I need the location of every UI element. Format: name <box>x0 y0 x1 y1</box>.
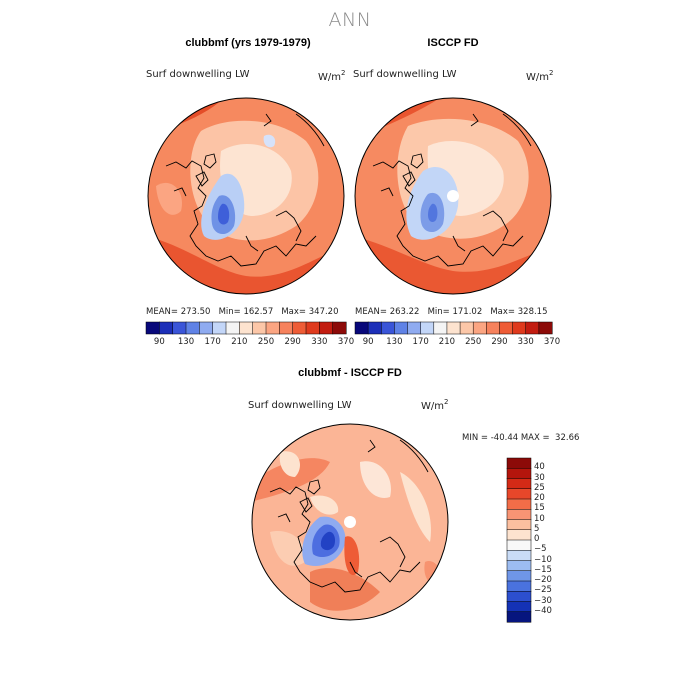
difference-colorbar-swatch <box>506 539 532 551</box>
panel2-colorbar-swatch <box>472 321 487 335</box>
panel2-colorbar-swatch <box>446 321 461 335</box>
difference-colorbar-swatch <box>506 611 532 623</box>
panel1-colorbar-swatch <box>185 321 200 335</box>
difference-polar-map <box>251 423 449 621</box>
difference-colorbar-swatch <box>506 519 532 531</box>
panel1-units: W/m2 <box>318 69 346 83</box>
panel1-colorbar-swatch <box>212 321 227 335</box>
difference-colorbar-swatch <box>506 550 532 562</box>
main-title: ANN <box>328 9 372 31</box>
panel1-title: clubbmf (yrs 1979-1979) <box>185 37 311 49</box>
panel2-units: W/m2 <box>526 69 554 83</box>
difference-colorbar-tick-label: 20 <box>534 493 545 503</box>
panel2-colorbar-swatch <box>407 321 422 335</box>
panel2-colorbar-tick-label: 170 <box>412 337 429 347</box>
panel2-colorbar <box>354 321 553 335</box>
panel2-colorbar-tick-label: 250 <box>465 337 482 347</box>
difference-colorbar-tick-label: 15 <box>534 503 545 514</box>
difference-colorbar-swatch <box>506 570 532 582</box>
difference-colorbar-swatch <box>506 468 532 480</box>
panel1-colorbar-swatch <box>199 321 214 335</box>
panel1-colorbar-swatch <box>159 321 174 335</box>
difference-colorbar-swatch <box>506 509 532 521</box>
panel2-colorbar-tick-label: 130 <box>386 337 403 347</box>
panel2-colorbar-swatch <box>512 321 527 335</box>
difference-colorbar-swatch <box>506 457 532 469</box>
panel2-colorbar-labels: 90 130 170 210 250 290 330 370 <box>355 337 560 349</box>
panel1-colorbar-labels: 90 130 170 210 250 290 330 370 <box>146 337 354 349</box>
panel1-colorbar-swatch <box>239 321 254 335</box>
panel1-colorbar-tick-label: 330 <box>311 337 328 347</box>
panel2-colorbar-swatch <box>486 321 501 335</box>
difference-title: clubbmf - ISCCP FD <box>298 367 402 379</box>
difference-colorbar-tick-label: 30 <box>534 472 545 483</box>
difference-colorbar-tick-label: −40 <box>534 605 552 616</box>
panel1-colorbar-swatch <box>252 321 267 335</box>
difference-units: W/m2 <box>421 398 449 412</box>
panel1-colorbar-swatch <box>292 321 307 335</box>
difference-colorbar-tick-label: 10 <box>534 513 545 524</box>
panel1-colorbar-swatch <box>145 321 160 335</box>
panel1-colorbar-swatch <box>305 321 320 335</box>
panel1-colorbar-tick-label: 290 <box>284 337 301 347</box>
panel2-stats: MEAN= 263.22 Min= 171.02 Max= 328.15 <box>355 307 548 317</box>
panel2-colorbar-swatch <box>367 321 382 335</box>
difference-colorbar-swatch <box>506 591 532 603</box>
panel2-title: ISCCP FD <box>427 37 479 49</box>
panel1-colorbar-swatch <box>172 321 187 335</box>
difference-colorbar-tick-label: −15 <box>534 564 552 575</box>
panel2-colorbar-swatch <box>538 321 553 335</box>
panel2-colorbar-swatch <box>420 321 435 335</box>
difference-colorbar-swatch <box>506 498 532 510</box>
panel2-colorbar-swatch <box>394 321 409 335</box>
panel1-colorbar-tick-label: 90 <box>153 337 165 347</box>
panel1-polar-map <box>147 97 345 295</box>
difference-colorbar-tick-label: −5 <box>534 544 547 555</box>
difference-colorbar-tick-label: 5 <box>534 523 540 534</box>
difference-stats: MIN = -40.44 MAX = 32.66 <box>462 433 580 443</box>
panel2-colorbar-tick-label: 290 <box>491 337 508 347</box>
panel1-colorbar-tick-label: 130 <box>177 337 195 347</box>
difference-colorbar-labels: 40 30 25 20 15 10 5 0 −5 −10 −15 −20 −25 −30 −40 <box>534 458 574 622</box>
panel2-polar-map <box>354 97 552 295</box>
panel1-colorbar-tick-label: 370 <box>337 337 355 347</box>
difference-colorbar-swatch <box>506 529 532 541</box>
panel1-stats: MEAN= 273.50 Min= 162.57 Max= 347.20 <box>146 307 339 317</box>
difference-colorbar-swatch <box>506 488 532 500</box>
panel1-colorbar-swatch <box>279 321 294 335</box>
panel2-colorbar-swatch <box>381 321 395 335</box>
panel1-colorbar-swatch <box>265 321 280 335</box>
difference-colorbar-tick-label: −25 <box>534 585 552 596</box>
panel1-colorbar-tick-label: 250 <box>257 337 275 347</box>
difference-colorbar-tick-label: −30 <box>534 595 552 606</box>
difference-colorbar-swatch <box>506 580 532 592</box>
difference-colorbar-tick-label: 0 <box>534 534 540 544</box>
panel2-colorbar-tick-label: 370 <box>543 337 561 347</box>
panel2-colorbar-tick-label: 330 <box>517 337 534 347</box>
panel2-colorbar-swatch <box>459 321 474 335</box>
difference-colorbar-swatch <box>506 478 532 490</box>
panel2-colorbar-swatch <box>525 321 540 335</box>
panel2-colorbar-tick-label: 210 <box>438 337 456 347</box>
difference-colorbar-tick-label: 40 <box>534 462 545 473</box>
difference-colorbar-tick-label: −10 <box>534 554 552 565</box>
panel1-colorbar-tick-label: 210 <box>231 337 248 347</box>
panel2-colorbar-swatch <box>433 321 448 335</box>
difference-colorbar-swatch <box>506 601 532 613</box>
panel2-colorbar-tick-label: 90 <box>362 337 374 347</box>
panel1-colorbar-swatch <box>225 321 240 335</box>
panel2-colorbar-swatch <box>499 321 514 335</box>
difference-variable: Surf downwelling LW <box>248 400 352 411</box>
panel2-colorbar-swatch <box>354 321 369 335</box>
difference-colorbar-tick-label: −20 <box>534 575 552 585</box>
panel1-colorbar-swatch <box>332 321 347 335</box>
panel1-variable: Surf downwelling LW <box>146 69 250 80</box>
panel2-variable: Surf downwelling LW <box>353 69 457 80</box>
difference-colorbar-tick-label: 25 <box>534 482 545 493</box>
panel1-colorbar-swatch <box>319 321 334 335</box>
panel1-colorbar-tick-label: 170 <box>204 337 221 347</box>
difference-colorbar <box>506 457 532 623</box>
panel1-colorbar <box>145 321 347 335</box>
difference-colorbar-swatch <box>506 560 532 572</box>
